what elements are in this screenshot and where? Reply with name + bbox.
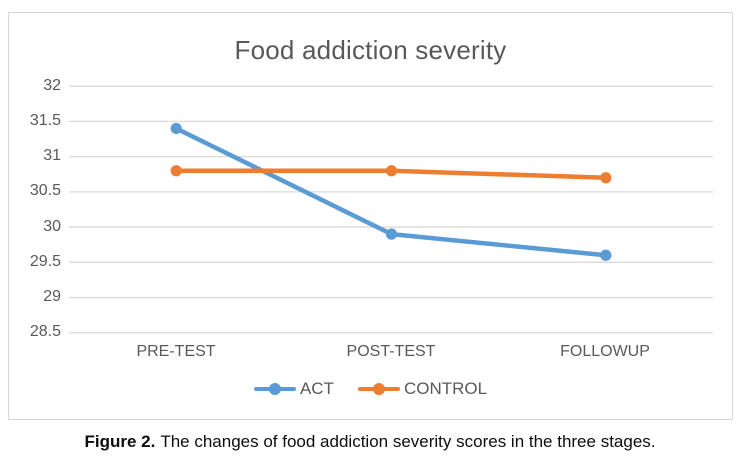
data-point-act-post-test	[385, 228, 398, 240]
figure-caption: Figure 2. The changes of food addiction …	[0, 432, 740, 452]
y-axis-tick-label: 32	[43, 77, 61, 94]
figure-caption-text: The changes of food addiction severity s…	[160, 432, 656, 451]
plot-area	[69, 85, 713, 334]
data-point-act-pre-test	[170, 122, 182, 135]
legend-item-act: ACT	[253, 379, 334, 399]
y-axis-tick-label: 30	[43, 218, 61, 235]
chart-title: Food addiction severity	[234, 35, 507, 65]
x-axis-label-pre-test: PRE-TEST	[136, 343, 216, 360]
data-point-control-post-test	[385, 165, 398, 177]
y-axis-tick-label: 29.5	[29, 253, 61, 270]
legend-item-control: CONTROL	[357, 379, 488, 399]
y-axis-tick-label: 30.5	[29, 182, 61, 199]
x-axis-label-post-test: POST-TEST	[346, 343, 436, 360]
control-line-marker-icon	[357, 383, 400, 395]
x-axis-label-followup: FOLLOWUP	[560, 343, 650, 360]
y-axis-tick-label: 31.5	[29, 112, 61, 129]
y-axis-tick-label: 28.5	[29, 323, 61, 340]
data-point-act-followup	[600, 249, 612, 261]
figure-caption-label: Figure 2.	[84, 432, 156, 451]
legend-label-control: CONTROL	[403, 379, 488, 398]
y-axis-tick-label: 29	[43, 288, 61, 305]
data-point-control-pre-test	[170, 165, 182, 177]
chart-legend: ACT CONTROL	[9, 379, 732, 399]
chart-panel: Food addiction severity 32 31.5 31 30.5 …	[8, 12, 733, 420]
act-line-marker-icon	[253, 383, 296, 395]
legend-label-act: ACT	[299, 379, 334, 398]
data-point-control-followup	[600, 172, 612, 184]
y-axis-tick-label: 31	[43, 147, 61, 164]
